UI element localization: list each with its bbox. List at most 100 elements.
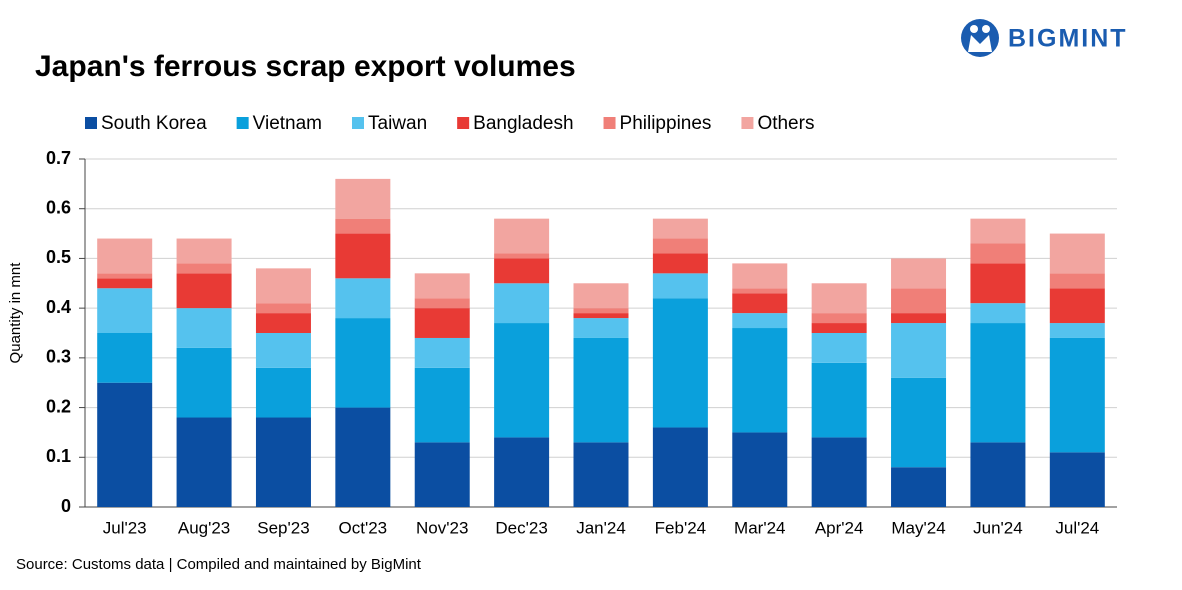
bar-segment	[970, 303, 1026, 324]
x-tick-label: Dec'23	[495, 518, 547, 537]
x-tick-label: Aug'23	[178, 518, 230, 537]
bar-segment	[652, 427, 708, 507]
bar-segment	[811, 323, 867, 333]
bar-segment	[891, 313, 947, 324]
bar-segment	[573, 313, 629, 319]
bar-segment	[97, 238, 153, 274]
bar-segment	[335, 318, 391, 408]
bar-segment	[573, 318, 629, 338]
legend-swatch	[236, 117, 249, 129]
bar-segment	[176, 238, 232, 264]
bar-segment	[652, 273, 708, 299]
bar-segment	[176, 273, 232, 309]
bar-segment	[732, 293, 788, 314]
legend-swatch	[352, 117, 364, 129]
y-axis-label: Quantity in mnt	[7, 262, 24, 364]
bar-segment	[255, 367, 311, 418]
bar-segment	[1049, 452, 1105, 507]
legend-label: Others	[757, 113, 814, 134]
y-tick-label: 0.4	[46, 297, 71, 317]
x-tick-label: Sep'23	[257, 518, 309, 537]
bar-segment	[811, 283, 867, 314]
legend-label: Vietnam	[253, 113, 322, 134]
bar-segment	[573, 308, 629, 314]
bar-segment	[494, 437, 550, 507]
bar-segment	[414, 298, 470, 309]
bar-segment	[811, 362, 867, 438]
bar-segment	[891, 377, 947, 468]
bar-segment	[652, 253, 708, 274]
bar-segment	[732, 432, 788, 507]
y-tick-label: 0.6	[46, 197, 71, 217]
bar-segment	[891, 467, 947, 507]
bar-segment	[891, 288, 947, 314]
bar-segment	[573, 337, 629, 443]
bar-segment	[970, 442, 1026, 507]
bar-segment	[97, 333, 153, 383]
x-tick-label: Mar'24	[734, 518, 785, 537]
bar-segment	[811, 437, 867, 507]
bar-segment	[97, 382, 153, 507]
bar-segment	[1049, 288, 1105, 324]
bar-segment	[97, 288, 153, 333]
bar-segment	[335, 278, 391, 319]
bar-segment	[255, 303, 311, 314]
bar-segment	[494, 323, 550, 438]
x-tick-label: Apr'24	[815, 518, 864, 537]
bar-segment	[891, 258, 947, 289]
bar-segment	[891, 323, 947, 378]
bar-segment	[414, 308, 470, 338]
bar-segment	[652, 238, 708, 254]
y-tick-label: 0.5	[46, 247, 71, 267]
bar-segment	[1049, 337, 1105, 453]
bar-segment	[732, 313, 788, 329]
chart-title: Japan's ferrous scrap export volumes	[35, 50, 576, 83]
x-tick-label: Jun'24	[973, 518, 1023, 537]
bar-segment	[652, 298, 708, 428]
bar-segment	[732, 328, 788, 433]
bar-segment	[573, 283, 629, 309]
bar-segment	[414, 442, 470, 507]
bar-segment	[176, 263, 232, 274]
bar-segment	[97, 273, 153, 279]
bar-segment	[732, 263, 788, 289]
bar-segment	[970, 263, 1026, 304]
bar-segment	[970, 323, 1026, 443]
y-tick-label: 0.2	[46, 396, 71, 416]
bar-segment	[255, 333, 311, 368]
legend-swatch	[85, 117, 97, 129]
bar-segment	[335, 178, 391, 219]
legend-label: South Korea	[101, 113, 207, 134]
bar-segment	[176, 308, 232, 348]
y-tick-label: 0	[61, 496, 71, 516]
bar-segment	[494, 253, 550, 259]
source-note: Source: Customs data | Compiled and main…	[16, 556, 422, 573]
x-tick-label: Oct'23	[339, 518, 388, 537]
bar-segment	[414, 337, 470, 368]
x-tick-label: Feb'24	[655, 518, 706, 537]
legend-label: Philippines	[620, 113, 712, 134]
bar-segment	[414, 367, 470, 443]
bar-segment	[573, 442, 629, 507]
bar-segment	[494, 283, 550, 324]
x-tick-label: Jul'24	[1055, 518, 1099, 537]
x-tick-label: Jan'24	[576, 518, 626, 537]
bar-segment	[255, 313, 311, 333]
legend-label: Taiwan	[368, 113, 427, 134]
bar-segment	[335, 233, 391, 279]
bar-segment	[176, 417, 232, 507]
bar-segment	[970, 218, 1026, 244]
logo-icon	[961, 19, 999, 57]
y-tick-label: 0.1	[46, 446, 71, 466]
x-tick-label: Nov'23	[416, 518, 468, 537]
bar-segment	[335, 407, 391, 507]
bar-segment	[255, 268, 311, 304]
y-tick-label: 0.3	[46, 347, 71, 367]
x-tick-label: Jul'23	[103, 518, 147, 537]
bar-segment	[732, 288, 788, 294]
legend-swatch	[603, 117, 616, 129]
bar-segment	[494, 218, 550, 254]
bar-segment	[97, 278, 153, 289]
bar-segment	[1049, 323, 1105, 338]
